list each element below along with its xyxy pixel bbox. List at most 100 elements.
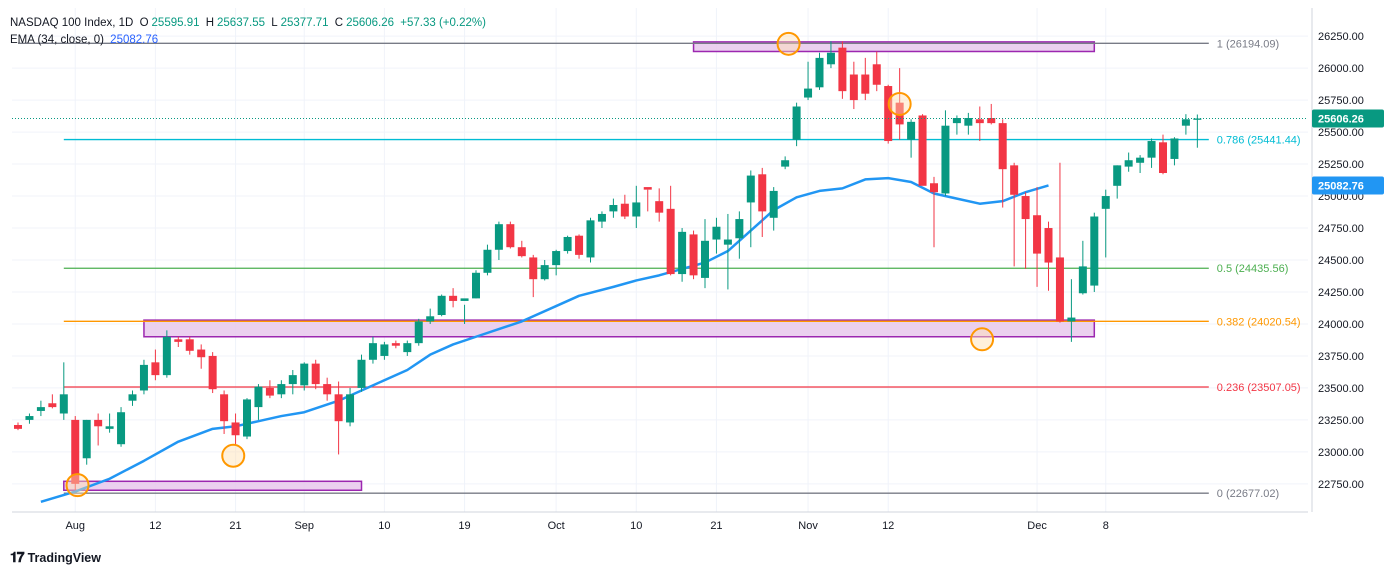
- candle-up: [414, 321, 423, 344]
- candle-down: [666, 208, 675, 275]
- candle-up: [678, 231, 687, 275]
- candle-up: [346, 394, 355, 423]
- candle-down: [185, 339, 194, 351]
- open-value: 25595.91: [151, 17, 200, 29]
- candle-up: [804, 88, 813, 98]
- candle-down: [449, 295, 458, 301]
- x-tick-label: Oct: [548, 520, 565, 532]
- ema-badge-label: 25082.76: [1318, 180, 1364, 192]
- candle-up: [254, 386, 263, 408]
- y-tick-label: 24500.00: [1318, 255, 1364, 267]
- candle-down: [151, 362, 160, 376]
- candle-down: [689, 234, 698, 276]
- candle-up: [552, 251, 561, 266]
- candle-up: [1101, 196, 1110, 209]
- candle-up: [826, 52, 835, 65]
- candle-up: [288, 375, 297, 385]
- highlight-circle: [887, 91, 912, 116]
- highlight-circle: [221, 443, 246, 468]
- tradingview-logo-text: TradingView: [27, 550, 101, 565]
- x-tick-label: Sep: [294, 520, 314, 532]
- candle-up: [1181, 119, 1190, 126]
- candle-up: [723, 239, 732, 245]
- highlight-circle: [65, 473, 90, 498]
- axes: 26250.00 26000.00 25750.00 25500.00 25250.00…: [12, 8, 1384, 532]
- candle-down: [1055, 257, 1064, 322]
- highlight-circle: [776, 31, 801, 56]
- last-price-label: 25606.26: [1318, 113, 1364, 125]
- candle-down: [323, 384, 332, 395]
- candle-up: [1193, 118, 1202, 120]
- high-value: 25637.55: [217, 17, 265, 29]
- candle-up: [357, 359, 366, 388]
- candle-up: [128, 394, 137, 401]
- candle-down: [14, 425, 22, 429]
- symbol-title[interactable]: NASDAQ 100 Index, 1D: [10, 17, 134, 29]
- highlight-circle: [970, 327, 995, 352]
- candle-down: [930, 183, 938, 193]
- candle-down: [517, 247, 526, 257]
- ohlc-legend: NASDAQ 100 Index, 1D O 25595.91 H 25637.55…: [10, 17, 489, 29]
- y-tick-label: 26250.00: [1318, 31, 1364, 43]
- candle-up: [1078, 266, 1087, 294]
- ema-badge: [1312, 176, 1384, 195]
- candle-up: [1147, 141, 1156, 158]
- candle-down: [94, 419, 103, 427]
- candle-up: [597, 213, 606, 222]
- y-tick-label: 24750.00: [1318, 223, 1364, 235]
- candle-down: [872, 64, 881, 85]
- fib-level-label: 0.382 (24020.54): [1217, 316, 1301, 328]
- fib-level-label: 0 (22677.02): [1217, 488, 1279, 500]
- candle-up: [735, 219, 744, 239]
- y-tick-label: 23250.00: [1318, 415, 1364, 427]
- candle-up: [300, 363, 309, 386]
- candle-down: [758, 174, 767, 212]
- candle-down: [220, 394, 229, 422]
- candle-up: [769, 190, 778, 218]
- candle-down: [1033, 215, 1042, 254]
- candle-up: [712, 226, 721, 240]
- last-price-badge: [1312, 109, 1384, 128]
- x-tick-label: 10: [378, 520, 390, 532]
- zone-rectangle: [692, 41, 1096, 53]
- y-tick-label: 23000.00: [1318, 447, 1364, 459]
- candle-down: [987, 118, 996, 124]
- fibonacci-retracement: 1 (26194.09) 0.786 (25441.44) 0.5 (24435.5…: [18, 38, 1301, 500]
- close-label: C: [334, 17, 344, 29]
- candle-up: [380, 344, 389, 356]
- candle-down: [861, 74, 870, 94]
- candle-up: [540, 265, 549, 280]
- ema-label[interactable]: EMA (34, close, 0): [10, 34, 104, 46]
- close-value: 25606.26: [346, 17, 395, 29]
- candle-down: [334, 394, 343, 422]
- y-tick-label: 23500.00: [1318, 383, 1364, 395]
- candle-up: [609, 204, 618, 212]
- x-tick-label: Aug: [65, 520, 85, 532]
- candle-up: [1170, 138, 1179, 159]
- x-tick-label: 8: [1103, 520, 1109, 532]
- x-tick-label: 10: [630, 520, 642, 532]
- candle-down: [71, 419, 80, 484]
- fib-level-label: 0.5 (24435.56): [1217, 263, 1289, 275]
- candle-up: [815, 57, 824, 88]
- low-value: 25377.71: [280, 17, 329, 29]
- candle-down: [1021, 196, 1030, 220]
- candle-up: [941, 125, 950, 194]
- candle-down: [197, 349, 206, 358]
- candle-up: [139, 364, 148, 391]
- rectangle-zones: [63, 41, 1096, 492]
- candle-down: [655, 201, 664, 213]
- candle-up: [117, 412, 126, 445]
- zone-rectangle: [63, 480, 363, 492]
- y-tick-label: 22750.00: [1318, 479, 1364, 491]
- x-tick-label: 12: [149, 520, 161, 532]
- y-tick-label: 25750.00: [1318, 95, 1364, 107]
- candlestick-series: [14, 41, 1202, 491]
- tradingview-logo[interactable]: 𝟏𝟕 TradingView: [10, 549, 101, 566]
- candle-up: [25, 416, 34, 420]
- high-label: H: [205, 17, 215, 29]
- candle-down: [208, 355, 217, 390]
- fib-level-label: 0.786 (25441.44): [1217, 135, 1301, 147]
- candle-up: [792, 106, 801, 140]
